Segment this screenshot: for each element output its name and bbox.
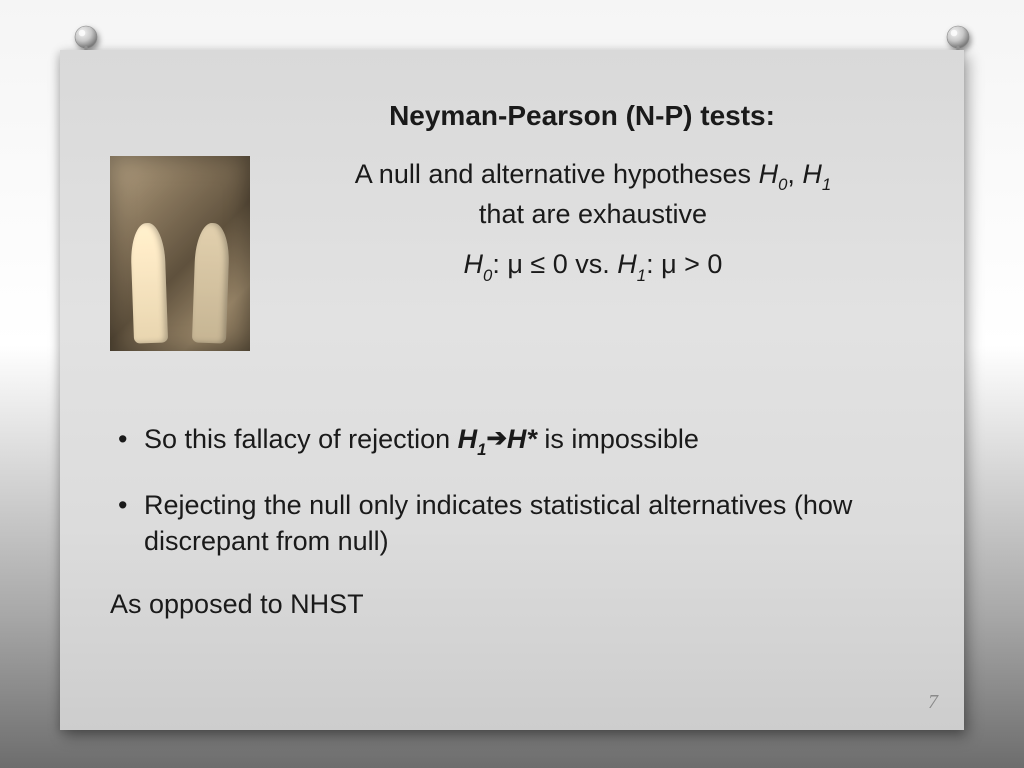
bullet-1: So this fallacy of rejection H1➔H* is im… [110, 421, 914, 461]
h0-symbol: H0 [759, 159, 788, 189]
h1-symbol: H1 [802, 159, 831, 189]
hyp-post: that are exhaustive [479, 199, 707, 229]
h1-symbol-2: H1 [617, 249, 646, 279]
hypotheses-line2: H0: μ ≤ 0 vs. H1: μ > 0 [272, 246, 914, 286]
hyp-end: : μ > 0 [646, 249, 722, 279]
hyp-mid: : μ ≤ 0 vs. [492, 249, 617, 279]
bullet-list: So this fallacy of rejection H1➔H* is im… [110, 421, 914, 622]
hyp-sep: , [787, 159, 802, 189]
bullet-1-post: is impossible [537, 424, 699, 454]
bullet-2: Rejecting the null only indicates statis… [110, 487, 914, 560]
bullet-1-pre: So this fallacy of rejection [144, 424, 458, 454]
closing-line: As opposed to NHST [110, 586, 914, 622]
h0-symbol-2: H0 [464, 249, 493, 279]
neyman-pearson-photo [110, 156, 250, 351]
hyp-pre: A null and alternative hypotheses [355, 159, 759, 189]
hstar-bold: H* [507, 424, 537, 454]
page-number: 7 [928, 691, 938, 714]
h1-bold: H1 [458, 424, 487, 454]
hypotheses-row: A null and alternative hypotheses H0, H1… [110, 156, 914, 351]
slide-title: Neyman-Pearson (N-P) tests: [250, 100, 914, 132]
slide-card: Neyman-Pearson (N-P) tests: A null and a… [60, 50, 964, 730]
hypotheses-text: A null and alternative hypotheses H0, H1… [272, 156, 914, 286]
arrow-icon: ➔ [486, 423, 506, 456]
hypotheses-line1: A null and alternative hypotheses H0, H1… [272, 156, 914, 232]
